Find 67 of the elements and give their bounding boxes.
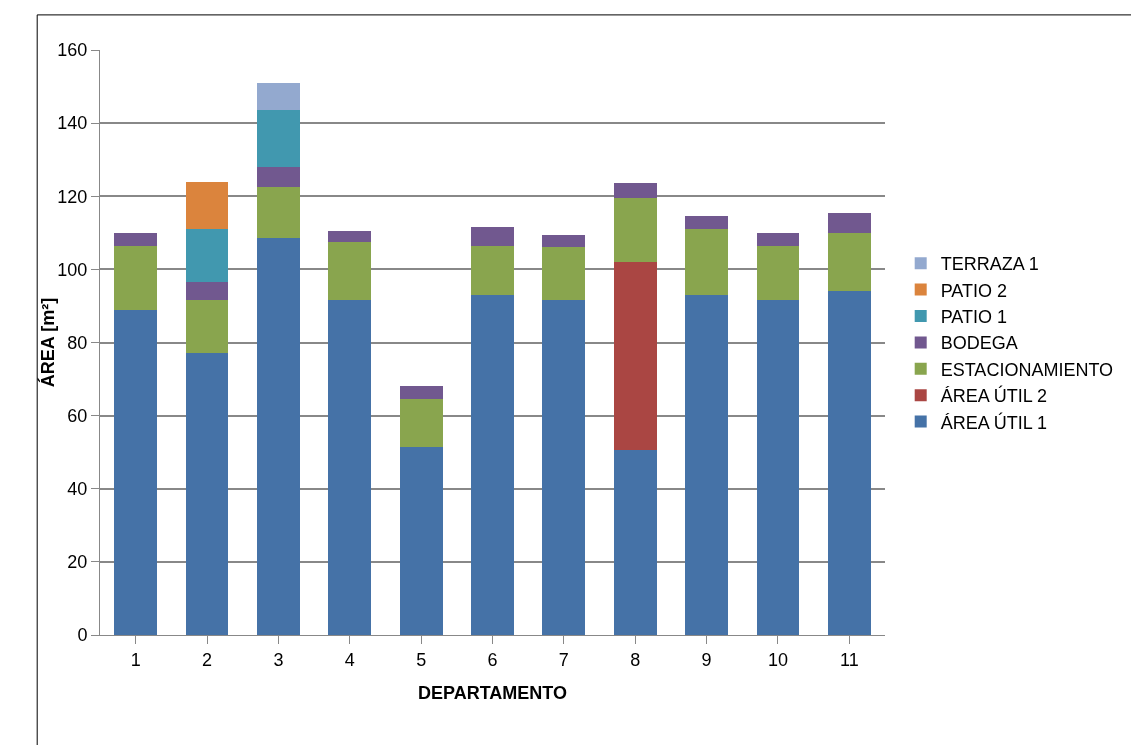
bar xyxy=(257,187,300,239)
bar xyxy=(328,300,372,635)
bar xyxy=(756,232,800,246)
bar xyxy=(827,291,871,635)
x-tick-label: 7 xyxy=(558,649,569,670)
bar xyxy=(685,294,728,635)
bar xyxy=(185,229,229,283)
legend-label: ÁREA ÚTIL 1 xyxy=(940,411,1048,433)
y-tick-label: 140 xyxy=(57,113,88,134)
bar xyxy=(185,300,229,354)
x-tick-label: 1 xyxy=(130,649,141,670)
bar xyxy=(257,167,300,188)
bar xyxy=(827,212,871,233)
bar xyxy=(542,234,586,248)
bar xyxy=(685,216,728,230)
x-tick-label: 10 xyxy=(767,649,788,670)
x-tick-label: 2 xyxy=(202,649,213,670)
legend-label: ÁREA ÚTIL 2 xyxy=(940,385,1048,407)
bar xyxy=(613,183,657,199)
bar xyxy=(399,386,443,400)
bar xyxy=(185,282,229,301)
bar xyxy=(613,262,657,451)
x-tick-label: 6 xyxy=(487,649,498,670)
bar xyxy=(328,230,372,242)
y-tick-label: 160 xyxy=(57,40,88,61)
bar xyxy=(756,300,800,635)
bar xyxy=(471,245,514,295)
bar xyxy=(542,247,586,301)
bar xyxy=(542,300,586,635)
y-tick-label: 0 xyxy=(77,625,88,646)
legend-label: TERRAZA 1 xyxy=(940,254,1039,275)
y-tick-label: 60 xyxy=(67,405,88,426)
bar xyxy=(114,232,158,246)
bar xyxy=(471,227,514,246)
y-axis-title: ÁREA [m²] xyxy=(37,297,58,388)
legend-label: BODEGA xyxy=(940,333,1018,354)
bar xyxy=(827,232,871,292)
x-axis-title: DEPARTAMENTO xyxy=(417,683,568,703)
bar xyxy=(114,245,158,310)
bar xyxy=(257,110,300,167)
x-tick-label: 9 xyxy=(701,649,712,670)
y-tick-label: 100 xyxy=(57,259,88,280)
x-tick-label: 3 xyxy=(273,649,284,670)
x-tick-label: 8 xyxy=(630,649,641,670)
bar xyxy=(257,82,300,111)
x-tick-label: 4 xyxy=(344,649,355,670)
bar xyxy=(471,294,514,635)
y-tick-label: 80 xyxy=(67,332,88,353)
bar xyxy=(185,181,229,230)
bar xyxy=(399,446,443,635)
bar xyxy=(185,353,229,635)
bar xyxy=(756,245,800,301)
x-tick-label: 11 xyxy=(839,649,859,670)
bar xyxy=(685,229,728,295)
bar xyxy=(399,399,443,447)
legend-label: ESTACIONAMIENTO xyxy=(940,359,1114,380)
legend-label: PATIO 1 xyxy=(940,307,1008,328)
bar xyxy=(114,309,158,635)
y-tick-label: 120 xyxy=(57,186,88,207)
bar xyxy=(613,450,657,635)
legend-label: PATIO 2 xyxy=(940,280,1008,301)
y-tick-label: 20 xyxy=(67,552,88,573)
y-tick-label: 40 xyxy=(67,479,88,500)
bar xyxy=(328,241,372,301)
bar xyxy=(257,238,300,635)
bar xyxy=(613,198,657,263)
x-tick-label: 5 xyxy=(416,649,427,670)
